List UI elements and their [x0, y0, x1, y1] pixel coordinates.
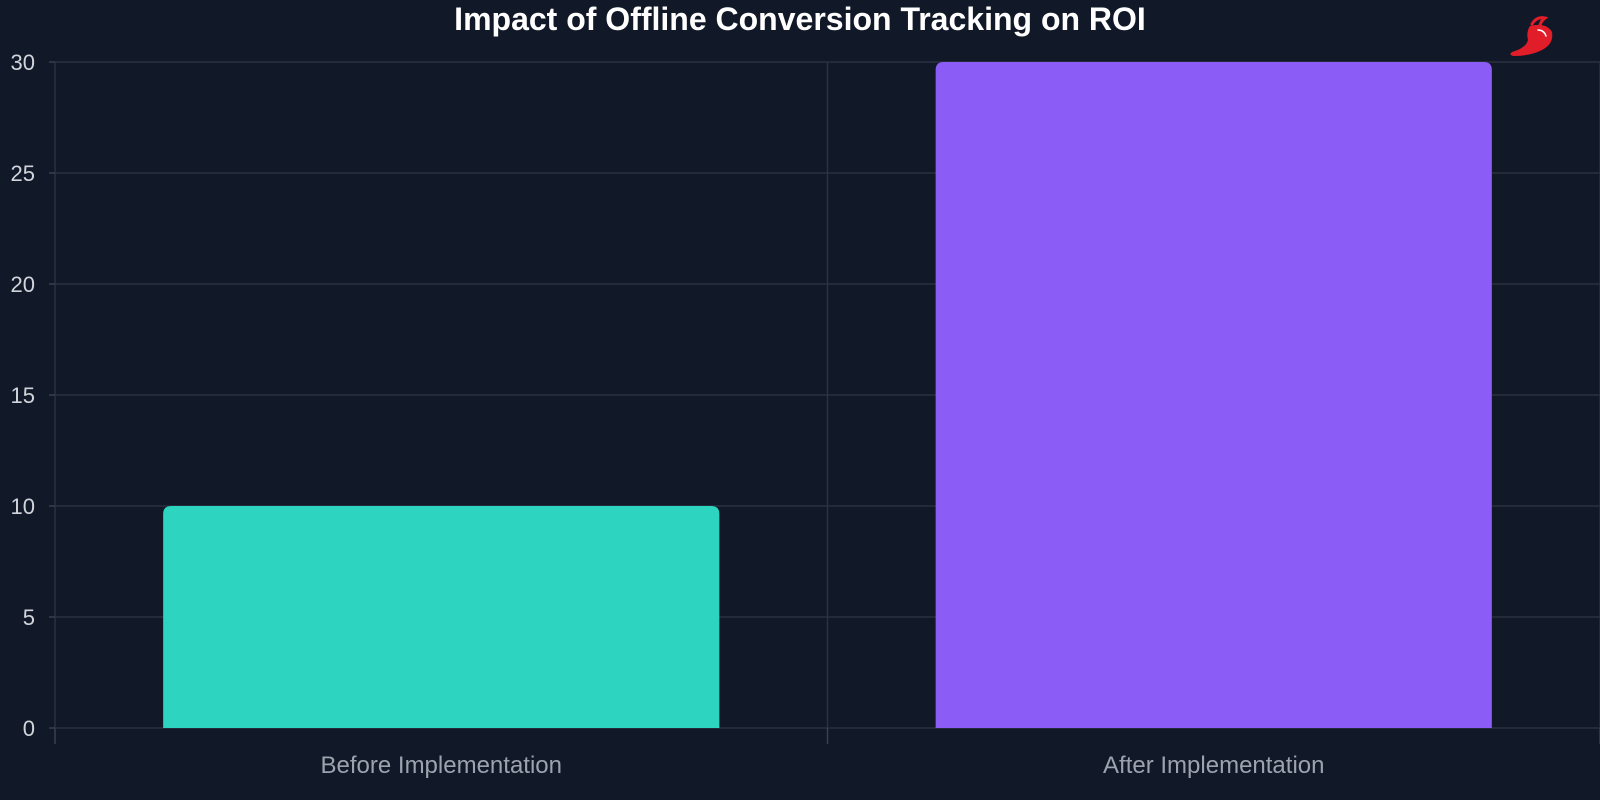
bars-layer	[163, 62, 1492, 728]
axis-layer: 0 5 10 15 20 25 30 Before Implementation After I…	[11, 50, 1600, 779]
y-tick-label: 5	[23, 605, 35, 630]
x-tick-label: Before Implementation	[321, 752, 562, 779]
y-tick-label: 20	[11, 272, 35, 297]
chili-pepper-icon	[1510, 16, 1553, 56]
bar-after-implementation	[935, 62, 1492, 728]
y-tick-label: 30	[11, 50, 35, 75]
y-tick-label: 0	[23, 716, 35, 741]
chart-title: Impact of Offline Conversion Tracking on…	[454, 1, 1146, 37]
x-tick-label: After Implementation	[1103, 752, 1324, 779]
y-tick-label: 25	[11, 161, 35, 186]
y-tick-label: 15	[11, 383, 35, 408]
y-tick-label: 10	[11, 494, 35, 519]
bar-before-implementation	[163, 506, 720, 728]
